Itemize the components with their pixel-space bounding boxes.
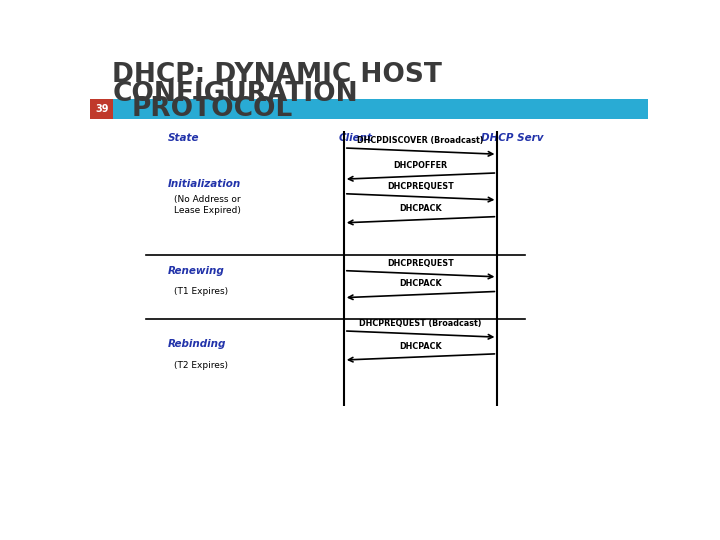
Text: Client: Client <box>338 132 372 143</box>
Bar <box>90 99 114 119</box>
Text: Renewing: Renewing <box>168 266 225 275</box>
Text: Rebinding: Rebinding <box>168 340 227 349</box>
Text: CONFIGURATION: CONFIGURATION <box>112 81 358 107</box>
Text: (T2 Expires): (T2 Expires) <box>174 361 228 370</box>
Text: Initialization: Initialization <box>168 179 241 190</box>
Text: (T1 Expires): (T1 Expires) <box>174 287 228 296</box>
Text: DHCPACK: DHCPACK <box>400 205 442 213</box>
Text: DHCPREQUEST: DHCPREQUEST <box>387 259 454 267</box>
Text: State: State <box>168 132 199 143</box>
Text: DHCPOFFER: DHCPOFFER <box>394 161 448 170</box>
Text: DHCPREQUEST (Broadcast): DHCPREQUEST (Broadcast) <box>359 319 482 328</box>
Text: 39: 39 <box>95 104 109 114</box>
Text: DHCPACK: DHCPACK <box>400 279 442 288</box>
Text: DHCP: DYNAMIC HOST: DHCP: DYNAMIC HOST <box>112 62 442 88</box>
Bar <box>90 99 648 119</box>
Text: DHCP Serv: DHCP Serv <box>481 132 543 143</box>
Text: PROTOCOL: PROTOCOL <box>132 96 293 122</box>
Text: DHCPACK: DHCPACK <box>400 342 442 350</box>
Text: DHCPDISCOVER (Broadcast): DHCPDISCOVER (Broadcast) <box>357 136 484 145</box>
Text: DHCPREQUEST: DHCPREQUEST <box>387 181 454 191</box>
Text: (No Address or
Lease Expired): (No Address or Lease Expired) <box>174 195 240 215</box>
